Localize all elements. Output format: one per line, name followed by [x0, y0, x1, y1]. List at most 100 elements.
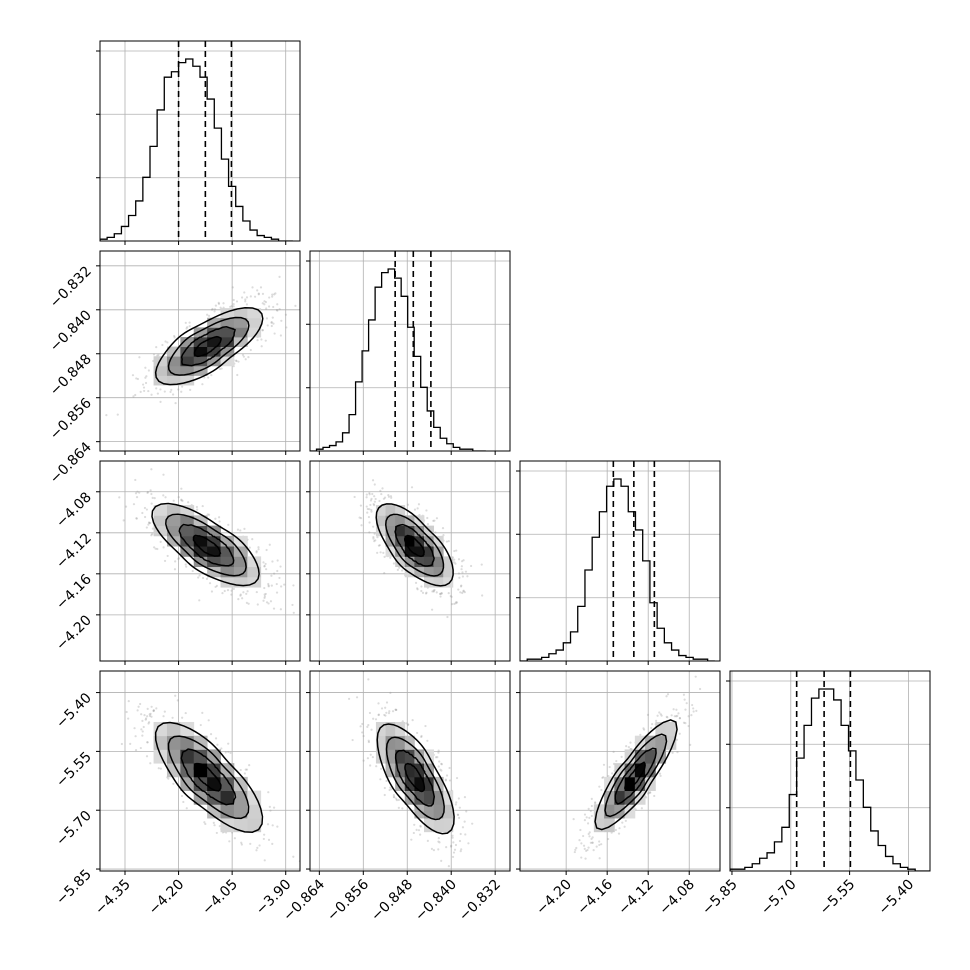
scatter-point: [245, 296, 249, 299]
scatter-point: [258, 844, 261, 847]
scatter-point: [149, 762, 152, 765]
density-cell: [424, 790, 435, 805]
scatter-point: [146, 715, 149, 718]
scatter-point: [582, 834, 585, 838]
contour-level-3: [154, 307, 264, 386]
scatter-point: [129, 742, 132, 745]
scatter-point: [159, 388, 162, 391]
scatter-point: [389, 495, 393, 498]
y-tick-label: −4.16: [53, 571, 95, 613]
contour-level-3: [154, 721, 264, 833]
panel-frame: [519, 670, 721, 872]
y-tick-label: −4.12: [53, 530, 95, 572]
density-cell: [247, 308, 262, 319]
density-cell: [220, 546, 235, 557]
density-cell: [385, 735, 396, 750]
contour-level-1: [180, 748, 237, 806]
scatter-point: [583, 847, 586, 850]
scatter-point: [273, 332, 276, 335]
scatter-point: [269, 809, 272, 812]
scatter-point: [600, 843, 603, 846]
scatter-point: [406, 723, 410, 726]
density-cell: [414, 790, 425, 805]
scatter-point: [145, 508, 148, 511]
scatter-point: [209, 733, 213, 736]
x-tick-label: −5.55: [817, 877, 859, 919]
scatter-point: [659, 774, 662, 777]
scatter-point: [127, 717, 130, 720]
scatter-point: [368, 711, 372, 715]
scatter-point: [407, 723, 410, 726]
scatter-point: [285, 326, 288, 329]
scatter-point: [453, 848, 457, 851]
x-tick-label: −4.12: [615, 877, 657, 919]
scatter-point: [145, 755, 149, 758]
scatter-point: [135, 377, 138, 380]
scatter-point: [264, 339, 267, 342]
density-cell: [404, 776, 415, 792]
density-cell: [180, 336, 195, 348]
density-cell: [153, 515, 168, 527]
density-cell: [395, 515, 406, 527]
density-cell: [385, 525, 396, 537]
scatter-point: [431, 608, 434, 611]
density-cell: [395, 505, 406, 516]
density-cell: [414, 804, 425, 819]
scatter-point: [440, 762, 443, 765]
scatter-point: [263, 300, 266, 303]
density-cell: [166, 525, 181, 537]
scatter-point: [242, 591, 245, 594]
scatter-point: [651, 723, 654, 726]
scatter-point: [395, 708, 398, 712]
scatter-point: [276, 569, 279, 573]
panel-frame: [309, 250, 511, 452]
scatter-point: [253, 295, 257, 298]
contour-level-1: [180, 325, 236, 367]
scatter-point: [276, 825, 279, 828]
scatter-point: [146, 741, 149, 744]
scatter-point: [266, 823, 270, 826]
scatter-point: [239, 593, 242, 596]
scatter-point: [118, 496, 121, 499]
scatter-panel-1-3: [306, 670, 511, 875]
scatter-point: [413, 823, 416, 826]
scatter-point: [695, 709, 698, 712]
scatter-point: [432, 590, 435, 593]
density-cell: [166, 356, 181, 367]
histogram-panel-2: [516, 460, 721, 665]
scatter-point: [666, 716, 669, 719]
density-cell: [424, 546, 435, 557]
scatter-point: [366, 757, 370, 760]
scatter-point: [410, 838, 413, 841]
scatter-point: [185, 327, 188, 330]
scatter-point: [454, 803, 457, 806]
density-cell: [593, 818, 605, 833]
scatter-point: [590, 804, 593, 808]
scatter-point: [243, 291, 246, 294]
scatter-point: [434, 531, 437, 534]
scatter-point: [267, 602, 270, 605]
scatter-point: [220, 367, 223, 370]
scatter-point: [206, 513, 209, 516]
panel-frame: [729, 670, 931, 872]
scatter-point: [677, 712, 680, 715]
scatter-point: [452, 841, 455, 844]
scatter-point: [425, 591, 428, 594]
density-cell: [180, 505, 195, 516]
scatter-point: [653, 794, 656, 798]
scatter-point: [578, 839, 581, 842]
scatter-point: [682, 693, 686, 696]
scatter-point: [481, 594, 484, 597]
density-cell: [655, 735, 667, 750]
scatter-point: [164, 340, 167, 343]
scatter-point: [263, 596, 266, 599]
scatter-point: [457, 588, 460, 591]
density-cell: [414, 525, 425, 537]
scatter-point: [247, 602, 250, 605]
y-tick-label: −0.840: [47, 307, 95, 355]
scatter-point: [432, 848, 436, 852]
scatter-point: [385, 779, 388, 783]
scatter-point: [383, 571, 386, 575]
density-cell: [207, 525, 221, 537]
scatter-point: [387, 493, 390, 497]
